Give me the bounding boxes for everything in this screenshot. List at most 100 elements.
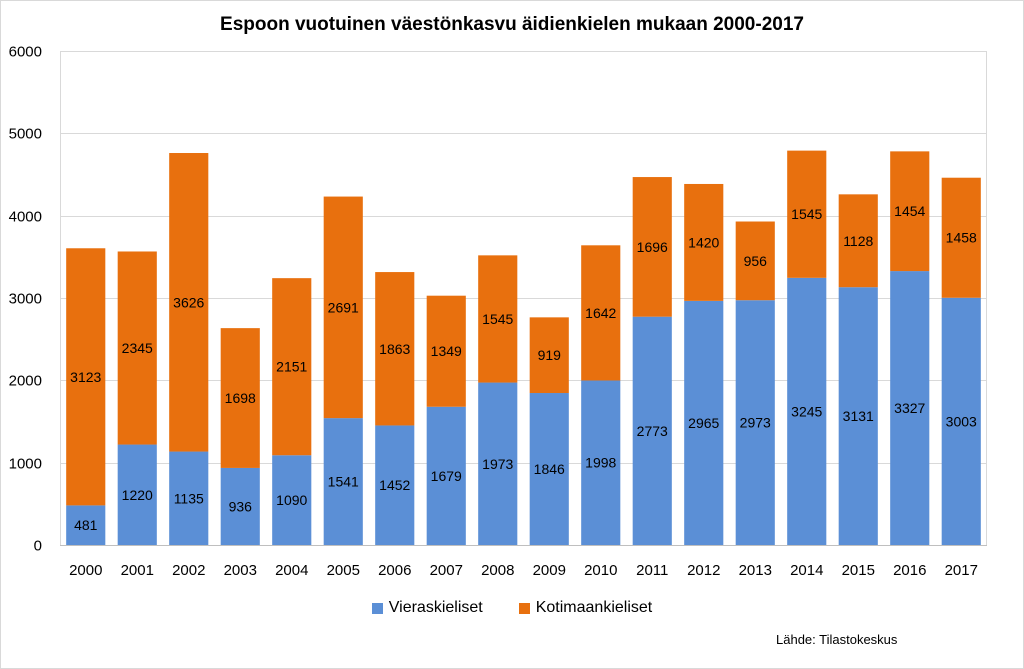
data-label-kotimaankieliset-2014: 1545 [791, 206, 822, 222]
data-label-kotimaankieliset-2003: 1698 [225, 390, 256, 406]
data-label-kotimaankieliset-2010: 1642 [585, 305, 616, 321]
bar-kotimaankieliset-2008 [478, 255, 518, 383]
bar-kotimaankieliset-2005 [323, 196, 363, 419]
data-label-kotimaankieliset-2016: 1454 [894, 203, 925, 219]
bar-vieraskieliset-2013 [735, 300, 775, 545]
y-tick-label-3000: 3000 [9, 291, 42, 308]
x-tick-label-2012: 2012 [687, 562, 720, 579]
x-tick-label-2015: 2015 [842, 562, 875, 579]
bar-kotimaankieliset-2003 [220, 328, 260, 468]
bar-kotimaankieliset-2004 [272, 278, 312, 456]
x-tick-label-2001: 2001 [121, 562, 154, 579]
data-label-kotimaankieliset-2007: 1349 [431, 343, 462, 359]
bar-kotimaankieliset-2009 [529, 317, 569, 394]
y-tick-label-0: 0 [34, 538, 42, 555]
data-label-vieraskieliset-2004: 1090 [276, 492, 307, 508]
bar-kotimaankieliset-2010 [581, 245, 621, 381]
bar-kotimaankieliset-2002 [169, 153, 209, 452]
bar-vieraskieliset-2003 [220, 467, 260, 545]
y-tick-label-5000: 5000 [9, 126, 42, 143]
x-tick-label-2017: 2017 [945, 562, 978, 579]
x-tick-label-2013: 2013 [739, 562, 772, 579]
data-label-kotimaankieliset-2006: 1863 [379, 341, 410, 357]
y-tick-label-2000: 2000 [9, 373, 42, 390]
x-tick-label-2007: 2007 [430, 562, 463, 579]
data-label-vieraskieliset-2007: 1679 [431, 468, 462, 484]
bar-kotimaankieliset-2016 [890, 151, 930, 272]
data-labels: 481 3123 1220 2345 1135 3626 936 1698 1090 2151 15… [70, 203, 977, 533]
data-label-vieraskieliset-2012: 2965 [688, 415, 719, 431]
x-tick-label-2016: 2016 [893, 562, 926, 579]
gridlines [60, 51, 987, 545]
x-tick-label-2006: 2006 [378, 562, 411, 579]
bars [66, 150, 981, 545]
data-label-vieraskieliset-2015: 3131 [843, 408, 874, 424]
bar-vieraskieliset-2017 [941, 297, 981, 545]
data-label-kotimaankieliset-2015: 1128 [843, 233, 873, 249]
x-tick-label-2008: 2008 [481, 562, 514, 579]
legend-swatch-kotimaankieliset [518, 602, 530, 614]
data-label-vieraskieliset-2009: 1846 [534, 461, 565, 477]
chart-title: Espoon vuotuinen väestönkasvu äidienkiel… [220, 14, 804, 35]
x-tick-label-2014: 2014 [790, 562, 823, 579]
x-tick-label-2011: 2011 [636, 562, 668, 579]
bar-kotimaankieliset-2011 [632, 177, 672, 317]
bar-kotimaankieliset-2014 [787, 150, 827, 278]
y-tick-label-6000: 6000 [9, 44, 42, 61]
data-label-kotimaankieliset-2004: 2151 [276, 359, 307, 375]
bar-vieraskieliset-2002 [169, 451, 209, 545]
bar-vieraskieliset-2004 [272, 455, 312, 545]
bar-vieraskieliset-2000 [66, 505, 106, 545]
bar-vieraskieliset-2011 [632, 316, 672, 545]
x-tick-label-2004: 2004 [275, 562, 308, 579]
bar-kotimaankieliset-2012 [684, 183, 724, 301]
legend-swatch-vieraskieliset [371, 602, 383, 614]
x-tick-label-2003: 2003 [224, 562, 257, 579]
data-label-vieraskieliset-2005: 1541 [328, 474, 359, 490]
data-label-vieraskieliset-2010: 1998 [585, 455, 616, 471]
bar-kotimaankieliset-2000 [66, 248, 106, 506]
data-label-kotimaankieliset-2009: 919 [538, 347, 562, 363]
x-tick-label-2010: 2010 [584, 562, 617, 579]
bar-vieraskieliset-2014 [787, 277, 827, 545]
bar-kotimaankieliset-2013 [735, 221, 775, 301]
bar-kotimaankieliset-2017 [941, 177, 981, 298]
data-label-kotimaankieliset-2017: 1458 [946, 230, 977, 246]
bar-kotimaankieliset-2001 [117, 251, 157, 445]
bar-vieraskieliset-2007 [426, 406, 466, 545]
legend: Vieraskieliset Kotimaankieliset [0, 599, 1024, 617]
data-label-vieraskieliset-2006: 1452 [379, 477, 410, 493]
data-label-kotimaankieliset-2005: 2691 [328, 299, 359, 315]
data-label-kotimaankieliset-2000: 3123 [70, 369, 101, 385]
data-label-vieraskieliset-2017: 3003 [946, 413, 977, 429]
source-note: Lähde: Tilastokeskus [776, 632, 898, 647]
data-label-vieraskieliset-2008: 1973 [482, 456, 513, 472]
bar-vieraskieliset-2008 [478, 382, 518, 545]
x-tick-label-2000: 2000 [69, 562, 102, 579]
legend-item-kotimaankieliset: Kotimaankieliset [518, 599, 653, 617]
bar-kotimaankieliset-2015 [838, 194, 878, 288]
data-label-vieraskieliset-2000: 481 [74, 517, 98, 533]
data-label-kotimaankieliset-2013: 956 [744, 253, 768, 269]
data-label-vieraskieliset-2001: 1220 [122, 487, 153, 503]
data-label-vieraskieliset-2003: 936 [229, 498, 253, 514]
bar-vieraskieliset-2012 [684, 300, 724, 545]
bar-vieraskieliset-2009 [529, 393, 569, 545]
data-label-vieraskieliset-2002: 1135 [174, 490, 204, 506]
legend-item-vieraskieliset: Vieraskieliset [371, 599, 483, 617]
data-label-kotimaankieliset-2008: 1545 [482, 311, 513, 327]
legend-label-kotimaankieliset: Kotimaankieliset [535, 599, 653, 616]
data-label-kotimaankieliset-2001: 2345 [122, 340, 153, 356]
bar-vieraskieliset-2010 [581, 380, 621, 545]
x-tick-label-2002: 2002 [172, 562, 205, 579]
axes: 0 1000 2000 3000 4000 5000 6000 2000 2001 2002 200… [9, 44, 987, 579]
data-label-vieraskieliset-2013: 2973 [740, 415, 771, 431]
bar-vieraskieliset-2001 [117, 444, 157, 545]
x-tick-label-2005: 2005 [327, 562, 360, 579]
x-tick-label-2009: 2009 [533, 562, 566, 579]
bar-vieraskieliset-2015 [838, 287, 878, 545]
data-label-vieraskieliset-2011: 2773 [637, 423, 668, 439]
bar-vieraskieliset-2016 [890, 271, 930, 545]
data-label-kotimaankieliset-2012: 1420 [688, 234, 719, 250]
